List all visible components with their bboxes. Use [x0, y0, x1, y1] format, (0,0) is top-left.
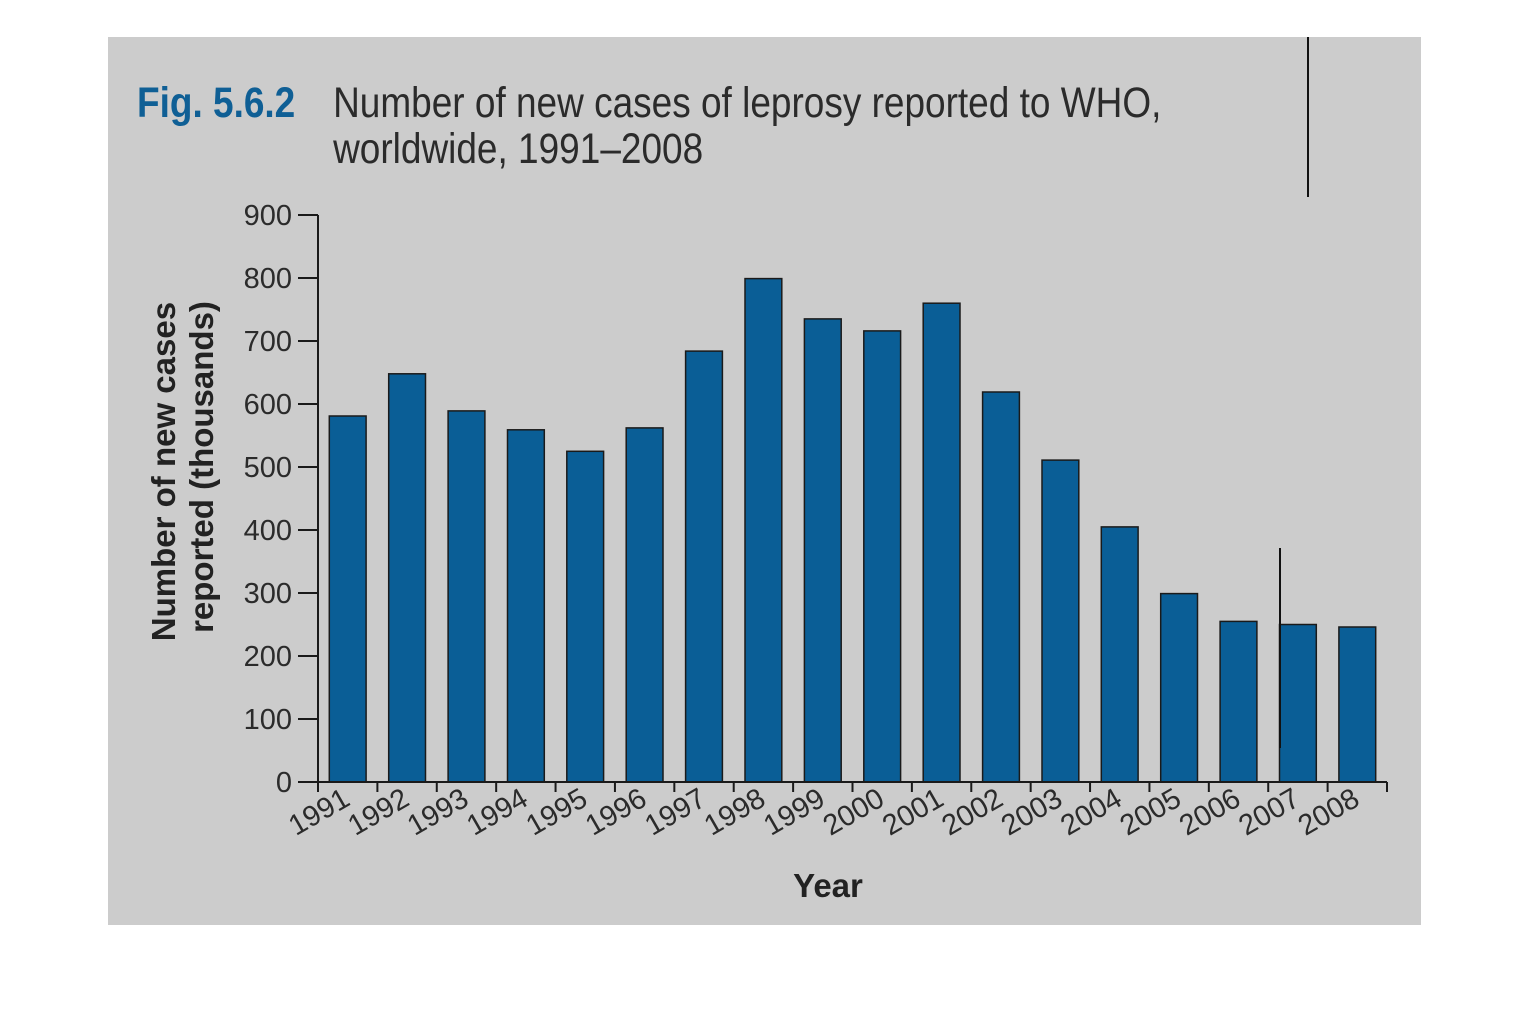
bar-2003 — [1041, 459, 1080, 783]
y-axis-title-line-2: reported (thousands) — [183, 301, 220, 633]
bar-1996 — [625, 427, 664, 783]
bar-2002 — [981, 391, 1021, 783]
x-tick-label-1997: 1997 — [640, 782, 712, 842]
x-tick-label-2006: 2006 — [1174, 782, 1246, 842]
bar-2006 — [1219, 620, 1258, 783]
y-tick-label-200: 200 — [244, 641, 292, 673]
x-tick-label-1993: 1993 — [402, 782, 474, 842]
y-tick-label-600: 600 — [244, 389, 292, 421]
x-tick-label-2005: 2005 — [1115, 782, 1187, 842]
bar-1999 — [803, 318, 842, 783]
x-axis: 1991199219931994199519961997199819992000… — [283, 781, 1388, 842]
y-axis-title-line-1: Number of new cases — [145, 302, 182, 641]
y-tick-label-800: 800 — [244, 263, 292, 295]
x-tick-label-2003: 2003 — [996, 782, 1068, 842]
x-tick-label-2008: 2008 — [1293, 782, 1365, 842]
figure-caption: Number of new cases of leprosy reported … — [333, 79, 1162, 173]
x-tick-label-2007: 2007 — [1234, 782, 1306, 842]
figure-label: Fig. 5.6.2 — [137, 79, 296, 127]
x-tick-label-1991: 1991 — [283, 782, 355, 842]
x-tick-label-1995: 1995 — [521, 782, 593, 842]
y-axis-title: Number of new cases reported (thousands) — [145, 293, 220, 641]
y-tick-label-400: 400 — [244, 515, 292, 547]
y-tick-label-100: 100 — [244, 704, 292, 736]
x-tick-label-1994: 1994 — [462, 782, 534, 842]
bar-2001 — [922, 302, 961, 783]
bar-2000 — [863, 330, 902, 783]
y-tick-label-0: 0 — [276, 767, 292, 799]
x-tick-label-1998: 1998 — [699, 782, 771, 842]
y-tick-label-500: 500 — [244, 452, 292, 484]
bar-group — [328, 277, 1377, 783]
bar-2007 — [1278, 623, 1318, 783]
bar-1995 — [566, 450, 605, 783]
y-tick-label-900: 900 — [244, 200, 292, 232]
bar-2004 — [1100, 526, 1139, 783]
x-tick-label-2002: 2002 — [937, 782, 1009, 842]
y-axis: 0 100 200 300 400 500 600 700 800 900 — [244, 200, 319, 799]
x-axis-title: Year — [793, 867, 863, 904]
divider-line-middle — [1279, 548, 1281, 748]
bar-1993 — [447, 410, 486, 783]
bar-2005 — [1159, 592, 1199, 783]
x-tick-label-1996: 1996 — [580, 782, 652, 842]
bar-2008 — [1338, 626, 1377, 783]
divider-line-top — [1307, 37, 1309, 197]
bar-1994 — [506, 429, 546, 783]
x-tick-label-2004: 2004 — [1055, 782, 1127, 842]
x-tick-label-1999: 1999 — [758, 782, 830, 842]
bar-1992 — [387, 373, 427, 783]
bar-1991 — [328, 415, 367, 783]
y-tick-label-700: 700 — [244, 326, 292, 358]
x-tick-label-2001: 2001 — [877, 782, 949, 842]
bar-1997 — [684, 350, 724, 783]
y-tick-label-300: 300 — [244, 578, 292, 610]
bar-1998 — [744, 277, 783, 783]
x-tick-label-1992: 1992 — [343, 782, 415, 842]
x-tick-label-2000: 2000 — [818, 782, 890, 842]
